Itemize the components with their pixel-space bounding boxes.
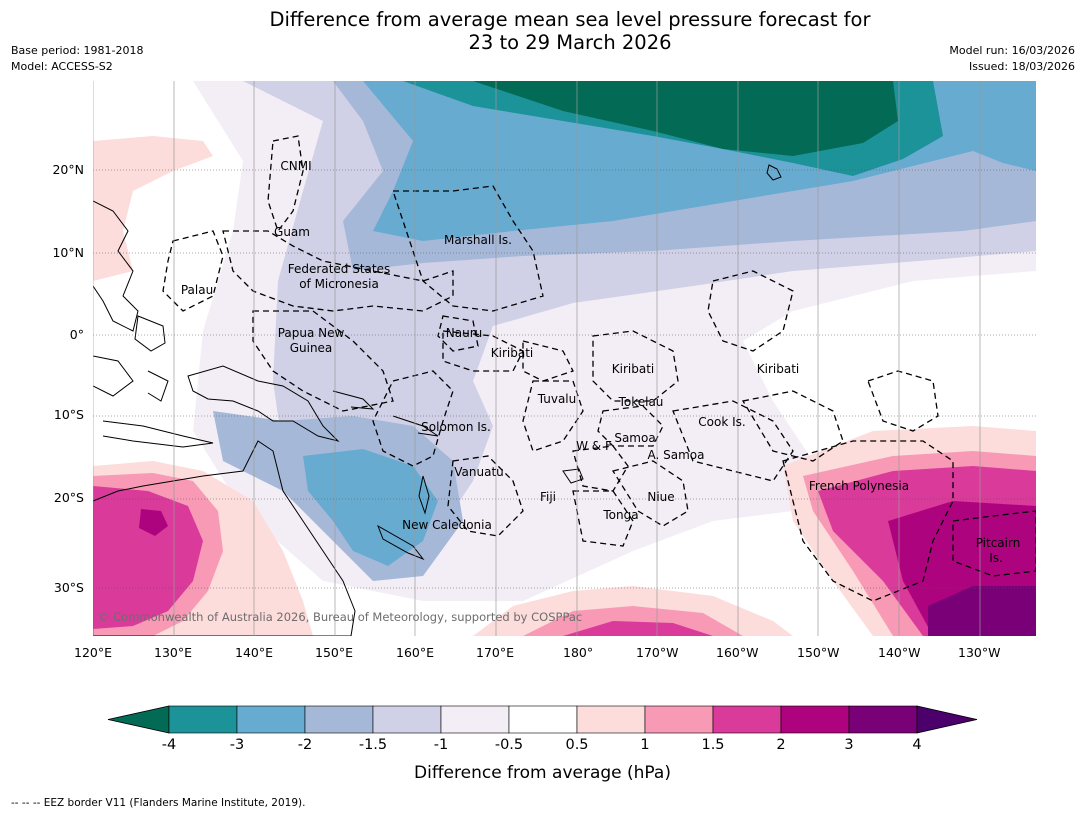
lon-label-150w: 150°W — [797, 645, 840, 660]
pressure-anomaly-map — [93, 81, 1036, 636]
graticule — [93, 169, 1036, 589]
region-label-vanuatu: Vanuatu — [454, 465, 504, 479]
contour-pos-1p5-sw — [93, 486, 203, 629]
region-label-pitcairn-line1: Pitcairn — [975, 536, 1021, 550]
colorbar-tick-label: 4 — [912, 737, 922, 753]
issued-date: Issued: 18/03/2026 — [968, 60, 1075, 73]
lat-label-0: 0° — [69, 327, 84, 342]
region-label-tokelau: Tokelau — [618, 395, 664, 409]
base-period: Base period: 1981-2018 — [11, 44, 144, 57]
region-label-solomon: Solomon Is. — [421, 420, 491, 434]
contour-pos-2-sw — [139, 509, 168, 536]
colorbar-tick-label: -3 — [229, 737, 245, 753]
contour-neg-2-south — [303, 449, 438, 566]
colorbar-tick-label: -2 — [297, 737, 313, 753]
region-label-tonga: Tonga — [603, 508, 639, 522]
coastlines — [93, 164, 782, 636]
region-label-kiribati-west: Kiribati — [490, 346, 534, 360]
colorbar-segment — [848, 705, 918, 734]
region-label-niue: Niue — [647, 490, 675, 504]
contour-neg-4 — [473, 81, 898, 156]
region-label-wallis-futuna: W & F — [576, 439, 612, 453]
lat-label-10n: 10°N — [52, 245, 84, 260]
colorbar-tick-label: 0.5 — [565, 737, 589, 753]
colorbar-segment — [236, 705, 306, 734]
contour-pos-0p5-west — [93, 136, 213, 281]
region-label-nauru: Nauru — [445, 326, 483, 340]
region-label-pitcairn-line2: Is. — [989, 551, 1003, 565]
colorbar-segment — [304, 705, 374, 734]
colorbar-segment — [644, 705, 714, 734]
region-label-guam: Guam — [274, 225, 310, 239]
region-label-palau: Palau — [180, 283, 214, 297]
colorbar-segment — [712, 705, 782, 734]
title-line-2: 23 to 29 March 2026 — [468, 31, 672, 54]
lat-label-10s: 10°S — [53, 407, 84, 422]
colorbar-segment — [780, 705, 850, 734]
region-label-cook: Cook Is. — [698, 415, 746, 429]
colorbar-tick-label: 1.5 — [701, 737, 725, 753]
region-label-cnmi: CNMI — [280, 159, 312, 173]
contour-pos-1p5-s — [563, 621, 713, 636]
region-label-american-samoa: A. Samoa — [647, 448, 705, 462]
colorbar-extend-high — [916, 705, 978, 734]
region-label-marshall: Marshall Is. — [444, 233, 512, 247]
copyright-notice: © Commonwealth of Australia 2026, Bureau… — [98, 610, 583, 624]
lon-label-150e: 150°E — [315, 645, 354, 660]
lon-label-140e: 140°E — [235, 645, 274, 660]
lon-label-180: 180° — [563, 645, 594, 660]
region-label-new-caledonia: New Caledonia — [402, 518, 492, 532]
lat-label-20s: 20°S — [53, 490, 84, 505]
colorbar-segment — [372, 705, 442, 734]
colorbar — [107, 705, 978, 734]
colorbar-extend-low — [107, 705, 170, 734]
region-label-fiji: Fiji — [539, 490, 557, 504]
region-label-png-line2: Guinea — [289, 341, 333, 355]
colorbar-tick-label: 1 — [640, 737, 650, 753]
meridians — [93, 81, 981, 636]
colorbar-tick-label: -1.5 — [358, 737, 388, 753]
lon-label-130e: 130°E — [154, 645, 193, 660]
colorbar-tick-label: -0.5 — [494, 737, 524, 753]
colorbar-tick-label: 2 — [776, 737, 786, 753]
lon-label-170e: 170°E — [476, 645, 515, 660]
lon-label-140w: 140°W — [878, 645, 921, 660]
lon-label-170w: 170°W — [636, 645, 679, 660]
model-name: Model: ACCESS-S2 — [11, 60, 113, 73]
colorbar-title: Difference from average (hPa) — [414, 763, 671, 783]
region-label-fsm-line2: of Micronesia — [299, 277, 379, 291]
colorbar-tick-label: 3 — [844, 737, 854, 753]
colorbar-segment — [168, 705, 238, 734]
lon-label-160e: 160°E — [396, 645, 435, 660]
colorbar-segment — [576, 705, 646, 734]
eez-borders — [162, 135, 1036, 602]
region-label-french-polynesia: French Polynesia — [808, 479, 910, 493]
lon-label-130w: 130°W — [958, 645, 1001, 660]
region-label-kiribati-central: Kiribati — [611, 362, 655, 376]
title-line-1: Difference from average mean sea level p… — [269, 8, 871, 31]
lon-label-160w: 160°W — [716, 645, 759, 660]
region-label-fsm-line1: Federated States — [287, 262, 391, 276]
lat-label-30s: 30°S — [53, 580, 84, 595]
colorbar-tick-label: -1 — [433, 737, 449, 753]
region-label-png-line1: Papua New — [277, 326, 345, 340]
colorbar-segment — [440, 705, 510, 734]
lat-label-20n: 20°N — [52, 162, 84, 177]
lon-label-120e: 120°E — [74, 645, 113, 660]
colorbar-tick-label: -4 — [161, 737, 177, 753]
eez-footnote: -- -- -- EEZ border V11 (Flanders Marine… — [11, 797, 306, 809]
region-label-tuvalu: Tuvalu — [537, 392, 577, 406]
contour-pos-3-se — [928, 586, 1036, 636]
region-label-samoa: Samoa — [614, 431, 656, 445]
colorbar-segment — [508, 705, 578, 734]
model-run: Model run: 16/03/2026 — [949, 44, 1075, 57]
region-label-kiribati-east: Kiribati — [756, 362, 800, 376]
